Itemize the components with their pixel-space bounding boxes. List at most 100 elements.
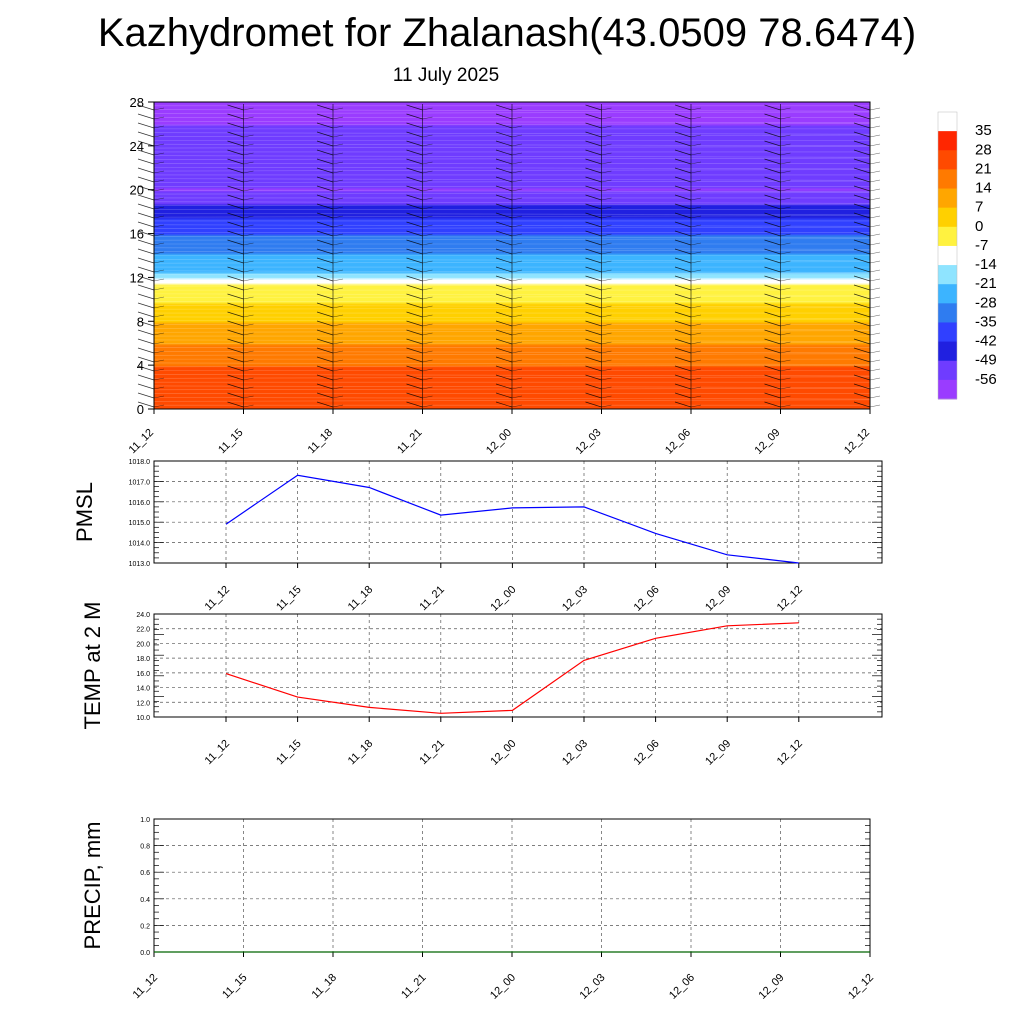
colorbar-frame [937, 111, 958, 400]
wind-barb-feather [780, 296, 791, 300]
wind-barb-feather [585, 140, 602, 147]
wind-barb-feather [137, 104, 155, 111]
y-tick-label: 1016.0 [129, 500, 151, 507]
x-tick-label: 12_03 [560, 584, 590, 614]
wind-barb-feather [780, 152, 791, 156]
wind-barb-feather [137, 275, 155, 282]
wind-barb-feather [406, 221, 423, 228]
wind-barb-feather [332, 359, 344, 363]
wind-barb-feather [853, 167, 871, 174]
wind-barb-feather [495, 293, 513, 300]
wind-barb-feather [690, 170, 702, 174]
wind-barb-feather [511, 188, 523, 192]
wind-barb-feather [853, 293, 871, 300]
wind-barb-feather [585, 329, 602, 336]
wind-barb-feather [585, 248, 602, 255]
wind-barb-feather [422, 215, 433, 219]
wind-barb-feather [780, 314, 791, 318]
wind-barb-feather [585, 149, 602, 156]
wind-barb-feather [495, 356, 513, 363]
wind-barb-feather [243, 224, 254, 228]
wind-barb-feather [764, 338, 781, 345]
wind-barb-feather [674, 167, 692, 174]
wind-barb-feather [422, 260, 433, 264]
wind-barb-feather [511, 359, 523, 363]
wind-barb-feather [227, 194, 244, 201]
x-tick-label: 12_12 [842, 427, 872, 457]
wind-barb-feather [316, 320, 334, 327]
wind-barb-feather [406, 284, 423, 291]
y-tick-label: 12.0 [136, 700, 150, 707]
wind-barb-feather [422, 278, 433, 282]
wind-barb-feather [495, 239, 513, 246]
y-tick-label: 1017.0 [129, 479, 151, 486]
x-tick-label: 11_12 [131, 972, 161, 1002]
wind-barb-feather [601, 170, 612, 174]
wind-barb-feather [690, 332, 702, 336]
wind-barb-feather [243, 197, 254, 201]
wind-barb-feather [853, 392, 871, 399]
wind-barb-feather [422, 116, 433, 120]
wind-barb-feather [674, 158, 692, 165]
wind-barb-feather [227, 383, 244, 390]
wind-barb-feather [422, 377, 433, 381]
y-tick-label: 0.6 [140, 870, 150, 877]
wind-barb-feather [406, 194, 423, 201]
wind-barb-feather [764, 383, 781, 390]
wind-barb-feather [153, 116, 165, 120]
wind-barb-feather [137, 113, 155, 120]
wind-barb-feather [601, 215, 612, 219]
wind-barb-feather [332, 332, 344, 336]
wind-barb-feather [153, 188, 165, 192]
wind-barb-feather [764, 320, 781, 327]
wind-barb-feather [243, 233, 254, 237]
wind-barb-feather [316, 302, 334, 309]
wind-barb-feather [332, 287, 344, 291]
wind-barb-feather [690, 251, 702, 255]
wind-barb-feather [227, 338, 244, 345]
wind-barb-feather [137, 266, 155, 273]
wind-barb-feather [764, 365, 781, 372]
colorbar: 35 28 21 14 7 0 -7 -14 -21 -28 -35 -42 -49 -56 [937, 111, 997, 400]
wind-barb-feather [495, 320, 513, 327]
wind-barb-feather [332, 143, 344, 147]
x-tick-label: 11_21 [399, 972, 429, 1002]
wind-barb-feather [332, 125, 344, 129]
wind-barb-feather [137, 383, 155, 390]
wind-barb-feather [869, 269, 881, 273]
wind-barb-feather [690, 350, 702, 354]
wind-barb-feather [495, 113, 513, 120]
wind-barb-feather [585, 230, 602, 237]
wind-barb-feather [316, 221, 334, 228]
wind-barb-feather [674, 266, 692, 273]
x-tick-label: 12_06 [663, 427, 693, 457]
y-tick-label: 1013.0 [129, 561, 151, 568]
wind-barb-feather [674, 149, 692, 156]
wind-barb-feather [406, 374, 423, 381]
wind-barb-feather [137, 302, 155, 309]
wind-barb-feather [137, 212, 155, 219]
wind-barb-feather [585, 176, 602, 183]
wind-barb-feather [690, 260, 702, 264]
wind-barb-feather [869, 386, 881, 390]
wind-barb-feather [764, 176, 781, 183]
x-tick-label: 11_15 [274, 584, 304, 614]
wind-barb-feather [227, 113, 244, 120]
wind-barb-feather [316, 140, 334, 147]
wind-barb-feather [853, 176, 871, 183]
wind-barb-feather [422, 341, 433, 345]
wind-barb-feather [422, 197, 433, 201]
wind-barb-feather [511, 161, 523, 165]
wind-barb-feather [869, 134, 881, 138]
wind-barb-feather [780, 287, 791, 291]
wind-barb-feather [243, 107, 254, 111]
wind-barb-feather [422, 386, 433, 390]
wind-barb-feather [674, 347, 692, 354]
wind-barb-feather [137, 320, 155, 327]
wind-barb-feather [316, 275, 334, 282]
wind-barb-feather [780, 404, 791, 408]
wind-barb-feather [780, 242, 791, 246]
wind-barb-feather [316, 401, 334, 408]
wind-barb-feather [422, 395, 433, 399]
wind-barb-feather [243, 359, 254, 363]
